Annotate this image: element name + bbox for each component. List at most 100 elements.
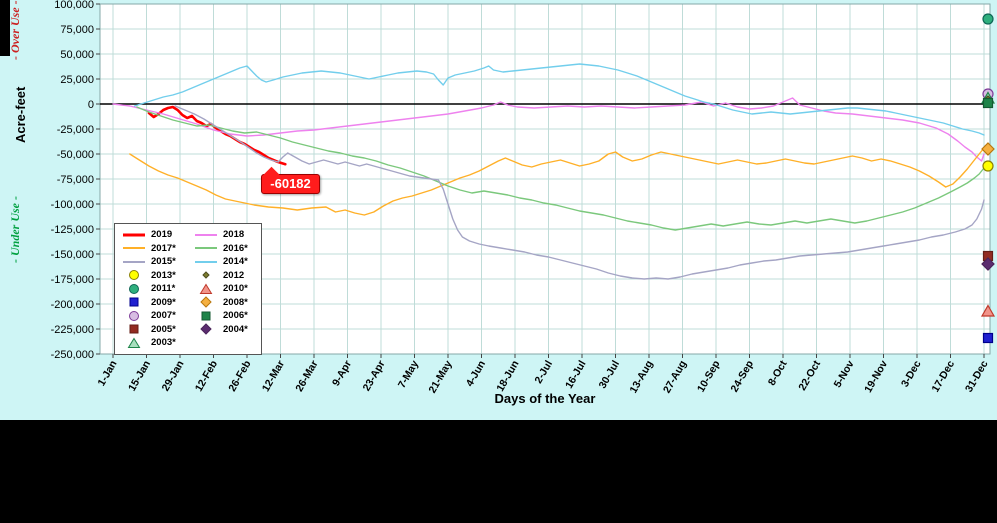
svg-text:-50,000: -50,000: [57, 149, 94, 161]
legend-swatch-line-icon: [123, 233, 145, 237]
legend-item-2013: 2013*: [121, 269, 193, 282]
legend-swatch-circle-icon: [129, 283, 139, 294]
legend-item-2003: 2003*: [121, 336, 193, 349]
legend-item-2009: 2009*: [121, 296, 193, 309]
svg-text:19-Nov: 19-Nov: [862, 358, 890, 394]
legend-item-label: 2012: [223, 269, 245, 281]
legend-item-label: 2011*: [151, 283, 176, 295]
legend-item-label: 2016*: [223, 242, 248, 254]
svg-text:-75,000: -75,000: [57, 174, 94, 186]
legend-swatch-circle-icon: [129, 270, 139, 281]
legend-item-label: 2008*: [223, 296, 248, 308]
svg-text:9-Apr: 9-Apr: [330, 359, 354, 389]
legend-item-2014: 2014*: [193, 255, 255, 268]
svg-text:1-Jan: 1-Jan: [95, 359, 119, 389]
current-value-text: -60182: [270, 176, 311, 192]
svg-text:13-Aug: 13-Aug: [627, 359, 655, 396]
svg-text:23-Apr: 23-Apr: [361, 359, 388, 394]
legend-item-2019: 2019: [121, 228, 193, 241]
legend-item-label: 2019: [151, 229, 173, 241]
legend-item-2018: 2018: [193, 228, 255, 241]
legend-swatch-line-icon: [123, 247, 145, 250]
legend-swatch-line-icon: [195, 233, 217, 236]
svg-text:29-Jan: 29-Jan: [160, 359, 187, 394]
svg-text:25,000: 25,000: [60, 74, 94, 86]
legend-item-2017: 2017*: [121, 242, 193, 255]
svg-text:21-May: 21-May: [426, 358, 454, 395]
svg-text:-200,000: -200,000: [51, 299, 94, 311]
svg-text:18-Jun: 18-Jun: [494, 359, 521, 394]
legend-item-label: 2005*: [151, 323, 176, 335]
svg-text:16-Jul: 16-Jul: [563, 358, 589, 390]
under-use-label: - Under Use -: [8, 196, 22, 263]
legend-swatch-diamond-icon: [200, 296, 212, 308]
current-value-callout: -60182: [261, 174, 320, 195]
legend-item-label: 2010*: [223, 283, 248, 295]
svg-text:50,000: 50,000: [60, 49, 94, 61]
legend-item-2005: 2005*: [121, 323, 193, 336]
chart-area: 100,000 75,000 50,000 25,000 0 -25,000 -50,000…: [0, 0, 997, 420]
legend-item-label: 2006*: [223, 310, 248, 322]
legend-swatch-square-icon: [129, 297, 139, 307]
svg-text:22-Oct: 22-Oct: [796, 358, 823, 393]
svg-text:17-Dec: 17-Dec: [929, 358, 957, 394]
svg-text:100,000: 100,000: [54, 0, 94, 11]
svg-text:15-Jan: 15-Jan: [126, 359, 153, 394]
svg-text:30-Jul: 30-Jul: [597, 358, 623, 390]
legend-swatch-line-icon: [195, 260, 217, 263]
svg-text:10-Sep: 10-Sep: [695, 359, 723, 395]
svg-text:-250,000: -250,000: [51, 349, 94, 361]
legend-item-label: 2018: [223, 229, 245, 241]
legend-item-label: 2004*: [223, 323, 248, 335]
legend-item-label: 2015*: [151, 256, 176, 268]
svg-text:4-Jun: 4-Jun: [464, 359, 488, 389]
legend-item-2007: 2007*: [121, 309, 193, 322]
svg-text:75,000: 75,000: [60, 24, 94, 36]
svg-text:12-Feb: 12-Feb: [193, 359, 220, 394]
svg-text:5-Nov: 5-Nov: [832, 358, 857, 389]
legend-swatch-diamond-small-icon: [202, 271, 210, 279]
svg-text:26-Mar: 26-Mar: [293, 359, 320, 394]
legend-item-2015: 2015*: [121, 255, 193, 268]
legend-item-label: 2003*: [151, 337, 176, 349]
y-axis-title: Acre-feet: [13, 86, 28, 143]
legend-item-2008: 2008*: [193, 296, 255, 309]
svg-text:26-Feb: 26-Feb: [226, 359, 253, 394]
svg-text:-125,000: -125,000: [51, 224, 94, 236]
legend: 2019 2018 2017* 2016* 2015* 2014* 2013* 2012 201…: [114, 223, 262, 355]
legend-swatch-line-icon: [195, 247, 217, 250]
svg-text:27-Aug: 27-Aug: [661, 359, 689, 396]
legend-item-2011: 2011*: [121, 282, 193, 295]
top-left-black-block: [0, 0, 10, 56]
svg-text:8-Oct: 8-Oct: [766, 358, 790, 388]
x-axis-title: Days of the Year: [494, 391, 596, 406]
svg-text:0: 0: [88, 99, 94, 111]
svg-text:12-Mar: 12-Mar: [260, 359, 287, 394]
legend-item-2006: 2006*: [193, 309, 255, 322]
svg-text:-25,000: -25,000: [57, 124, 94, 136]
legend-item-label: 2007*: [151, 310, 176, 322]
bottom-black-band: [0, 420, 997, 523]
svg-text:7-May: 7-May: [396, 358, 421, 390]
legend-swatch-line-icon: [123, 260, 145, 263]
legend-item-label: 2009*: [151, 296, 176, 308]
legend-item-2004: 2004*: [193, 323, 255, 336]
plot-canvas: 100,000 75,000 50,000 25,000 0 -25,000 -50,000…: [51, 0, 996, 396]
legend-item-label: 2014*: [223, 256, 248, 268]
svg-text:-150,000: -150,000: [51, 249, 94, 261]
legend-swatch-circle-icon: [129, 310, 139, 321]
legend-swatch-triangle-icon: [127, 337, 141, 348]
legend-item-label: 2017*: [151, 242, 176, 254]
legend-item-2012: 2012: [193, 269, 255, 282]
svg-text:24-Sep: 24-Sep: [728, 359, 756, 395]
svg-text:31-Dec: 31-Dec: [963, 358, 991, 394]
over-use-label: - Over Use -: [8, 0, 22, 60]
svg-text:2-Jul: 2-Jul: [532, 358, 555, 385]
legend-swatch-square-icon: [129, 324, 139, 334]
legend-item-label: 2013*: [151, 269, 176, 281]
svg-text:-100,000: -100,000: [51, 199, 94, 211]
legend-swatch-square-icon: [201, 311, 211, 321]
legend-item-2010: 2010*: [193, 282, 255, 295]
svg-text:-175,000: -175,000: [51, 274, 94, 286]
